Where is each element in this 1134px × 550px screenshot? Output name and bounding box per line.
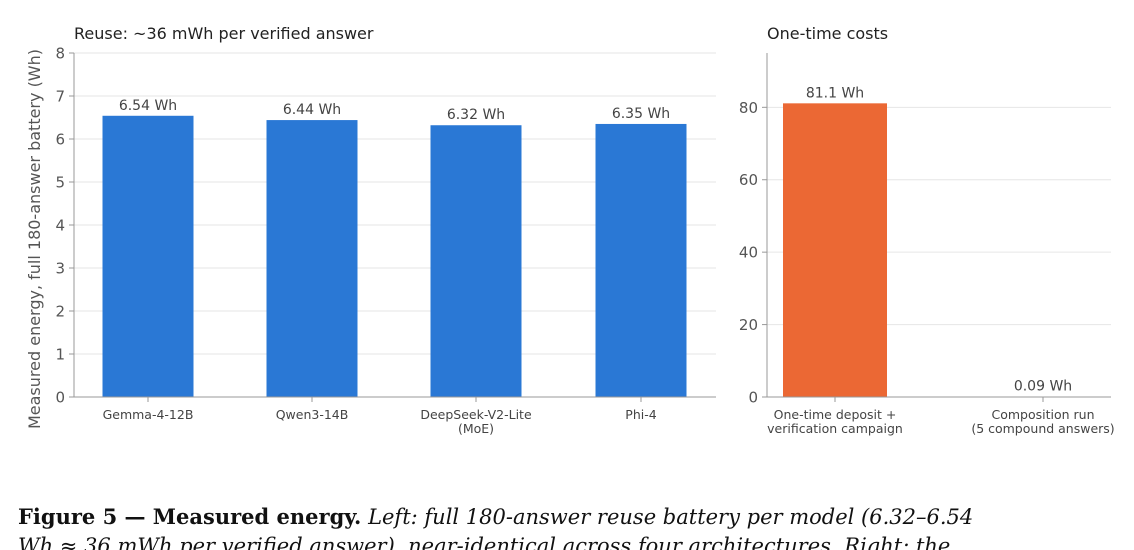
right-y-tick-label: 60 — [739, 171, 758, 189]
figure-caption: Figure 5 — Measured energy. Left: full 1… — [18, 502, 1128, 550]
right-x-tick-label: One-time deposit + verification campaign — [767, 407, 903, 436]
caption-text-line2: Wh ≈ 36 mWh per verified answer), near-i… — [18, 534, 951, 550]
left-bar — [595, 123, 687, 397]
left-y-tick-label: 8 — [55, 45, 65, 63]
left-y-axis-label: Measured energy, full 180-answer battery… — [25, 49, 44, 429]
right-y-tick-label: 40 — [739, 244, 758, 262]
left-chart-title: Reuse: ~36 mWh per verified answer — [74, 24, 374, 43]
right-bar — [783, 103, 887, 397]
left-x-tick-label: Gemma-4-12B — [103, 407, 194, 422]
figure: Reuse: ~36 mWh per verified answer Measu… — [25, 24, 1115, 436]
caption-label: Figure 5 — Measured energy. — [18, 504, 362, 529]
left-bar — [266, 120, 358, 397]
left-data-label: 6.54 Wh — [119, 98, 177, 114]
right-x-tick-label: Composition run (5 compound answers) — [971, 407, 1114, 436]
left-data-label: 6.32 Wh — [447, 107, 505, 123]
left-bar — [102, 115, 194, 397]
right-y-ticks: 0 20 40 60 80 — [739, 99, 767, 407]
left-bar — [430, 125, 522, 398]
left-y-tick-label: 0 — [55, 389, 65, 407]
right-chart-title: One-time costs — [767, 24, 888, 43]
left-y-tick-label: 1 — [55, 346, 65, 364]
left-data-label: 6.44 Wh — [283, 102, 341, 118]
right-x-ticks: One-time deposit + verification campaign C… — [767, 397, 1115, 436]
right-data-label: 0.09 Wh — [1014, 379, 1072, 395]
left-x-tick-label: Phi-4 — [625, 407, 656, 422]
left-y-tick-label: 7 — [55, 88, 65, 106]
left-x-ticks: Gemma-4-12B Qwen3-14B DeepSeek-V2-Lite (MoE… — [103, 397, 657, 436]
left-x-tick-label: DeepSeek-V2-Lite (MoE) — [420, 407, 532, 436]
left-y-axis-label-wrap: Measured energy, full 180-answer battery… — [25, 49, 44, 429]
left-y-tick-label: 4 — [55, 217, 65, 235]
left-y-tick-label: 3 — [55, 260, 65, 278]
right-bars: 81.1 Wh 0.09 Wh — [783, 85, 1095, 397]
left-y-tick-label: 5 — [55, 174, 65, 192]
right-y-tick-label: 20 — [739, 316, 758, 334]
caption-text: Left: full 180-answer reuse battery per … — [368, 505, 974, 529]
left-chart: Reuse: ~36 mWh per verified answer Measu… — [25, 24, 716, 436]
left-y-ticks: 0 1 2 3 4 5 6 7 8 — [55, 45, 74, 407]
left-data-label: 6.35 Wh — [612, 106, 670, 122]
right-y-tick-label: 80 — [739, 99, 758, 117]
left-y-tick-label: 2 — [55, 303, 65, 321]
left-y-tick-label: 6 — [55, 131, 65, 149]
right-data-label: 81.1 Wh — [806, 85, 864, 101]
right-y-tick-label: 0 — [748, 389, 758, 407]
left-bars: 6.54 Wh 6.44 Wh 6.32 Wh 6.35 Wh — [102, 98, 687, 398]
left-x-tick-label: Qwen3-14B — [276, 407, 349, 422]
